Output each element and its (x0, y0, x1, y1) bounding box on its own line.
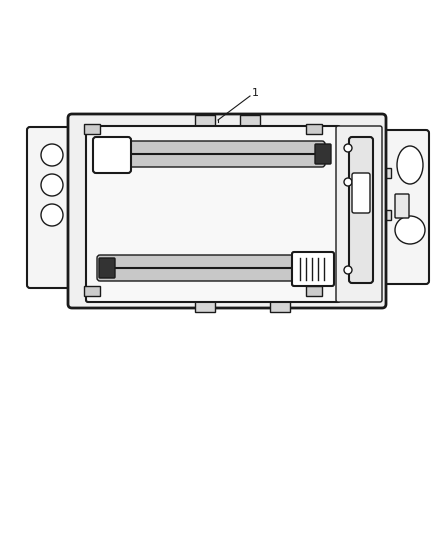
FancyBboxPatch shape (352, 173, 370, 213)
Ellipse shape (397, 146, 423, 184)
Text: WARM: WARM (284, 175, 316, 184)
Bar (195, 115, 215, 127)
FancyBboxPatch shape (97, 141, 325, 167)
Bar (306, 124, 322, 134)
Bar (378, 210, 391, 220)
Text: 1: 1 (251, 88, 258, 98)
Text: OFF: OFF (325, 266, 345, 276)
FancyBboxPatch shape (99, 258, 115, 278)
Text: HI: HI (334, 146, 345, 155)
Bar (306, 286, 322, 296)
Text: HEAT: HEAT (202, 248, 228, 257)
FancyBboxPatch shape (349, 137, 373, 283)
Circle shape (41, 204, 63, 226)
FancyBboxPatch shape (395, 194, 409, 218)
FancyBboxPatch shape (86, 126, 340, 302)
Ellipse shape (395, 216, 425, 244)
Bar (84, 124, 100, 134)
FancyBboxPatch shape (375, 130, 429, 284)
Text: DEF: DEF (285, 248, 305, 257)
Text: TEMPERATURE: TEMPERATURE (178, 175, 252, 184)
Text: OFF: OFF (110, 248, 130, 257)
Bar (240, 115, 260, 127)
FancyBboxPatch shape (97, 255, 325, 281)
FancyBboxPatch shape (27, 127, 88, 288)
Circle shape (344, 178, 352, 186)
Bar (78, 165, 92, 175)
Circle shape (41, 144, 63, 166)
Circle shape (344, 266, 352, 274)
FancyBboxPatch shape (292, 252, 334, 286)
Bar (270, 300, 290, 312)
Circle shape (41, 174, 63, 196)
Bar (195, 300, 215, 312)
Circle shape (344, 144, 352, 152)
Bar (378, 168, 391, 178)
Bar (84, 286, 100, 296)
FancyBboxPatch shape (93, 137, 131, 173)
Text: COOL: COOL (114, 175, 142, 184)
FancyBboxPatch shape (68, 114, 386, 308)
Text: FAN: FAN (325, 179, 345, 188)
FancyBboxPatch shape (336, 126, 382, 302)
FancyBboxPatch shape (315, 144, 331, 164)
Bar (78, 210, 92, 220)
